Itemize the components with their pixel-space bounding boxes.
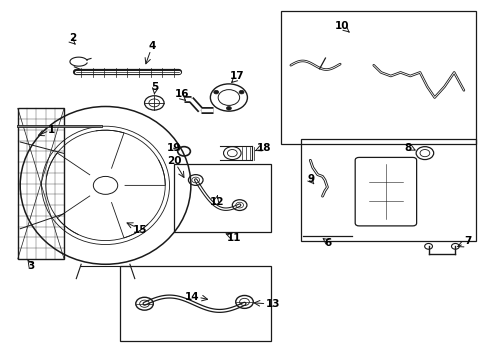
Text: 11: 11 <box>226 233 241 243</box>
Text: 3: 3 <box>27 261 35 271</box>
Text: 2: 2 <box>69 33 76 43</box>
Text: 13: 13 <box>265 300 280 310</box>
Text: 20: 20 <box>167 156 182 166</box>
Circle shape <box>213 90 218 94</box>
Text: 4: 4 <box>148 41 155 50</box>
Text: 7: 7 <box>463 236 470 246</box>
Bar <box>120 266 271 341</box>
Circle shape <box>226 107 231 110</box>
Text: 9: 9 <box>307 174 314 184</box>
Text: 12: 12 <box>209 197 224 207</box>
Text: 14: 14 <box>184 292 199 302</box>
Text: 10: 10 <box>334 21 348 31</box>
Text: 19: 19 <box>167 143 181 153</box>
Bar <box>300 139 475 241</box>
Circle shape <box>239 90 244 94</box>
Bar <box>281 12 475 144</box>
Text: 17: 17 <box>229 71 244 81</box>
Text: 16: 16 <box>175 89 189 99</box>
Text: 18: 18 <box>256 143 271 153</box>
Text: 1: 1 <box>48 125 56 135</box>
Text: 15: 15 <box>132 225 146 235</box>
Text: 8: 8 <box>404 143 410 153</box>
Bar <box>173 164 271 232</box>
Bar <box>18 108 64 259</box>
Text: 6: 6 <box>324 238 331 248</box>
Text: 5: 5 <box>151 82 159 92</box>
